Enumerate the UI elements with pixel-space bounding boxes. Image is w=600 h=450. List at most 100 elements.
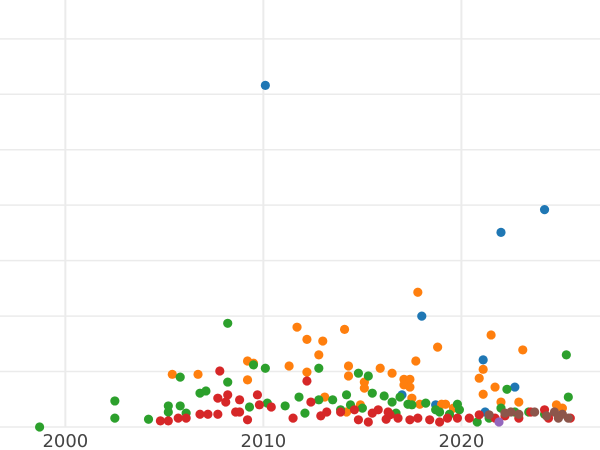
x-tick-label: 2020 (438, 431, 484, 450)
data-point (155, 416, 165, 426)
data-point (530, 407, 540, 417)
data-point (175, 372, 185, 382)
data-point (411, 356, 421, 366)
data-point (435, 407, 445, 417)
data-point (173, 413, 183, 423)
data-point (302, 376, 312, 386)
data-point (223, 377, 233, 387)
data-point (203, 409, 213, 419)
data-point (163, 416, 173, 426)
data-point (407, 400, 417, 410)
data-point (478, 364, 488, 374)
data-points (35, 80, 575, 432)
data-point (379, 391, 389, 401)
data-point (405, 415, 415, 425)
data-point (221, 397, 231, 407)
data-point (421, 398, 431, 408)
data-point (405, 382, 415, 392)
data-point (510, 382, 520, 392)
data-point (302, 367, 312, 377)
data-point (260, 80, 270, 90)
data-point (110, 396, 120, 406)
data-point (464, 413, 474, 423)
data-point (561, 350, 571, 360)
x-tick-labels: 2000 2010 2020 (42, 431, 484, 450)
data-point (341, 390, 352, 400)
data-point (393, 413, 403, 423)
data-point (163, 407, 173, 417)
data-point (306, 397, 316, 407)
data-point (223, 390, 233, 400)
data-point (486, 330, 496, 340)
x-tick-label: 2010 (240, 431, 286, 450)
data-point (563, 392, 573, 402)
data-point (496, 227, 506, 237)
data-point (387, 397, 397, 407)
data-point (343, 361, 354, 371)
data-point (175, 401, 185, 411)
data-point (474, 373, 484, 383)
data-point (343, 371, 354, 381)
data-point (213, 409, 223, 419)
data-point (563, 413, 573, 423)
data-point (242, 375, 253, 385)
data-point (413, 413, 423, 423)
data-point (357, 403, 367, 413)
data-point (442, 413, 453, 423)
data-point (395, 392, 405, 402)
data-point (284, 361, 294, 371)
data-point (181, 413, 191, 423)
data-point (435, 417, 445, 427)
data-point (213, 393, 223, 403)
data-point (375, 363, 385, 373)
data-point (440, 399, 451, 409)
data-point (223, 318, 233, 328)
data-point (490, 382, 500, 392)
data-point (302, 334, 312, 344)
x-tick-label: 2000 (42, 431, 88, 450)
data-point (260, 363, 270, 373)
data-point (454, 405, 465, 415)
data-point (294, 392, 304, 402)
data-point (514, 397, 524, 407)
data-point (242, 415, 253, 425)
data-point (383, 407, 393, 417)
data-point (514, 409, 524, 419)
data-point (248, 360, 259, 370)
data-point (363, 417, 373, 427)
data-point (300, 408, 310, 418)
data-point (314, 363, 324, 373)
data-point (244, 402, 255, 412)
data-point (359, 383, 369, 393)
data-point (478, 355, 488, 365)
data-point (314, 350, 324, 360)
data-point (452, 413, 463, 423)
data-point (387, 368, 397, 378)
data-point (254, 400, 265, 410)
data-point (405, 374, 415, 384)
data-point (474, 410, 484, 420)
data-point (252, 390, 263, 400)
data-point (363, 371, 373, 381)
data-point (472, 417, 482, 427)
data-point (35, 422, 45, 432)
data-point (425, 415, 435, 425)
data-point (494, 417, 504, 427)
data-point (143, 414, 154, 424)
data-point (413, 287, 423, 297)
data-point (541, 411, 552, 421)
data-point (484, 410, 494, 420)
data-point (518, 345, 528, 355)
data-point (506, 407, 516, 417)
data-point (335, 407, 346, 417)
data-point (478, 389, 488, 399)
data-point (231, 407, 241, 417)
data-point (373, 405, 383, 415)
data-point (201, 386, 211, 396)
data-point (328, 395, 338, 405)
data-point (266, 402, 276, 412)
gridlines (0, 0, 600, 428)
data-point (193, 369, 203, 379)
data-point (539, 205, 550, 215)
